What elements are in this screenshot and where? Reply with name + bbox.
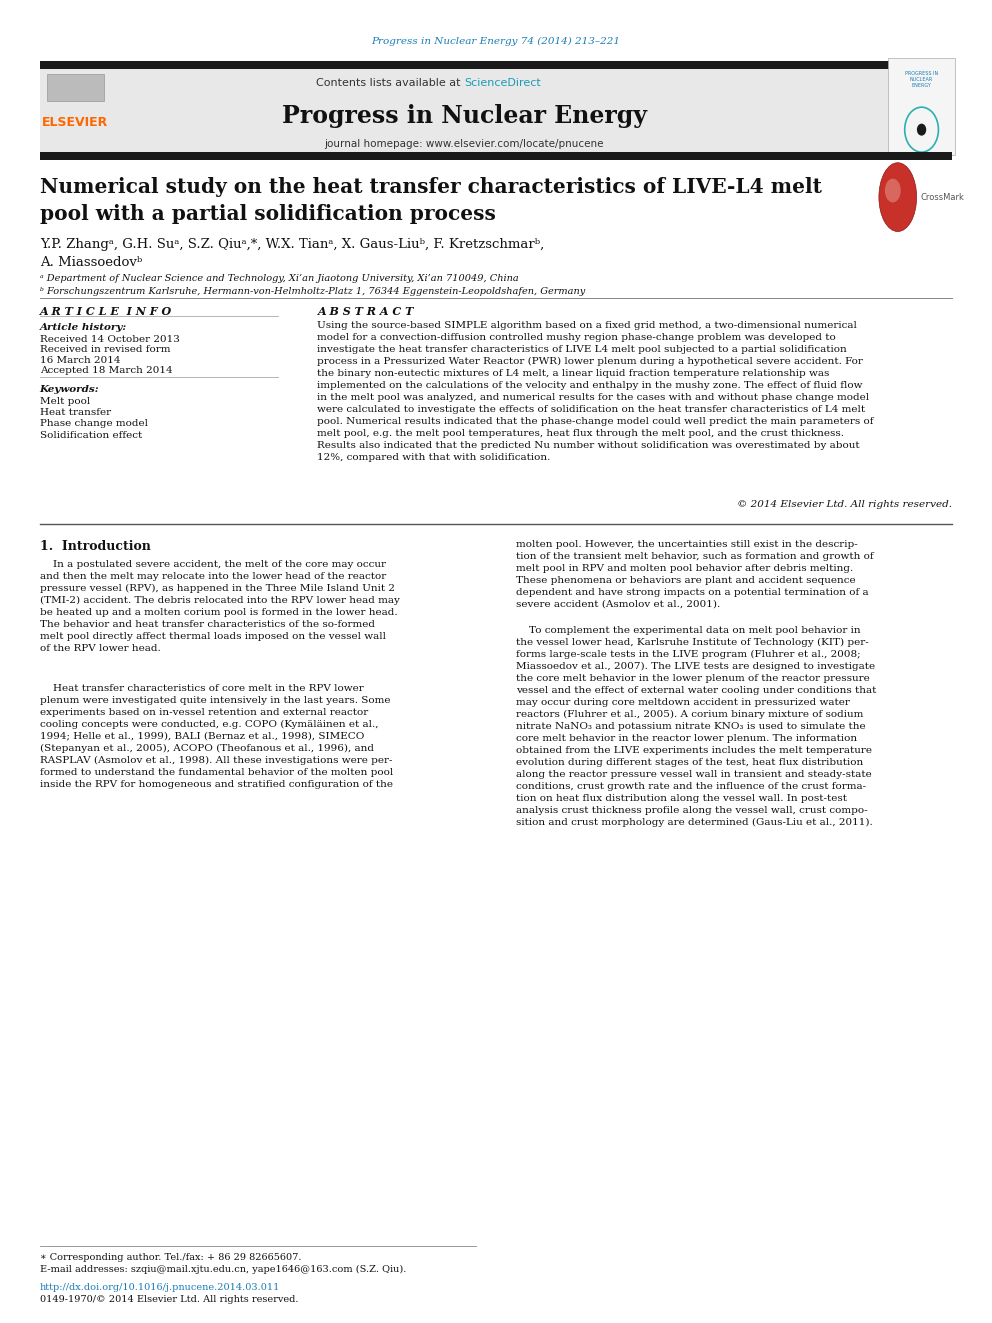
Text: Phase change model: Phase change model xyxy=(40,419,148,429)
Text: Contents lists available at: Contents lists available at xyxy=(316,78,464,89)
Text: 0149-1970/© 2014 Elsevier Ltd. All rights reserved.: 0149-1970/© 2014 Elsevier Ltd. All right… xyxy=(40,1295,299,1304)
Text: journal homepage: www.elsevier.com/locate/pnucene: journal homepage: www.elsevier.com/locat… xyxy=(324,139,604,149)
Text: CrossMark: CrossMark xyxy=(921,193,964,201)
Text: Numerical study on the heat transfer characteristics of LIVE-L4 melt
pool with a: Numerical study on the heat transfer cha… xyxy=(40,177,821,224)
Text: Y.P. Zhangᵃ, G.H. Suᵃ, S.Z. Qiuᵃ,*, W.X. Tianᵃ, X. Gaus-Liuᵇ, F. Kretzschmarᵇ,
A: Y.P. Zhangᵃ, G.H. Suᵃ, S.Z. Qiuᵃ,*, W.X.… xyxy=(40,238,544,269)
Text: Progress in Nuclear Energy 74 (2014) 213–221: Progress in Nuclear Energy 74 (2014) 213… xyxy=(371,37,621,46)
Text: Melt pool: Melt pool xyxy=(40,397,90,406)
Text: Solidification effect: Solidification effect xyxy=(40,430,142,439)
Text: http://dx.doi.org/10.1016/j.pnucene.2014.03.011: http://dx.doi.org/10.1016/j.pnucene.2014… xyxy=(40,1283,280,1293)
Text: 1.  Introduction: 1. Introduction xyxy=(40,540,151,553)
Text: ∗ Corresponding author. Tel./fax: + 86 29 82665607.: ∗ Corresponding author. Tel./fax: + 86 2… xyxy=(40,1253,302,1262)
Text: Received 14 October 2013: Received 14 October 2013 xyxy=(40,335,180,344)
Text: Received in revised form: Received in revised form xyxy=(40,345,171,355)
Text: Keywords:: Keywords: xyxy=(40,385,99,394)
Text: Using the source-based SIMPLE algorithm based on a fixed grid method, a two-dime: Using the source-based SIMPLE algorithm … xyxy=(317,321,874,462)
Text: Progress in Nuclear Energy: Progress in Nuclear Energy xyxy=(282,105,647,128)
Text: A R T I C L E  I N F O: A R T I C L E I N F O xyxy=(40,306,172,316)
Text: To complement the experimental data on melt pool behavior in
the vessel lower he: To complement the experimental data on m… xyxy=(516,626,876,827)
Text: In a postulated severe accident, the melt of the core may occur
and then the mel: In a postulated severe accident, the mel… xyxy=(40,560,400,652)
Text: molten pool. However, the uncertainties still exist in the descrip-
tion of the : molten pool. However, the uncertainties … xyxy=(516,540,874,609)
Bar xyxy=(40,152,952,160)
Bar xyxy=(888,58,955,155)
Text: PROGRESS IN
NUCLEAR
ENERGY: PROGRESS IN NUCLEAR ENERGY xyxy=(905,71,938,89)
Text: E-mail addresses: szqiu@mail.xjtu.edu.cn, yape1646@163.com (S.Z. Qiu).: E-mail addresses: szqiu@mail.xjtu.edu.cn… xyxy=(40,1265,406,1274)
Text: ScienceDirect: ScienceDirect xyxy=(464,78,541,89)
Ellipse shape xyxy=(879,163,917,232)
Text: Heat transfer: Heat transfer xyxy=(40,407,111,417)
Text: A B S T R A C T: A B S T R A C T xyxy=(317,306,414,316)
Text: ELSEVIER: ELSEVIER xyxy=(43,116,108,130)
Bar xyxy=(47,74,104,101)
Ellipse shape xyxy=(885,179,901,202)
Circle shape xyxy=(918,124,926,135)
Text: 16 March 2014: 16 March 2014 xyxy=(40,356,120,365)
Text: ᵃ Department of Nuclear Science and Technology, Xi’an Jiaotong University, Xi’an: ᵃ Department of Nuclear Science and Tech… xyxy=(40,274,519,283)
Bar xyxy=(40,61,952,69)
Bar xyxy=(40,69,888,152)
Text: © 2014 Elsevier Ltd. All rights reserved.: © 2014 Elsevier Ltd. All rights reserved… xyxy=(737,500,952,509)
Text: Accepted 18 March 2014: Accepted 18 March 2014 xyxy=(40,366,173,376)
Text: Article history:: Article history: xyxy=(40,323,127,332)
Text: Heat transfer characteristics of core melt in the RPV lower
plenum were investig: Heat transfer characteristics of core me… xyxy=(40,684,393,789)
Text: ᵇ Forschungszentrum Karlsruhe, Hermann-von-Helmholtz-Platz 1, 76344 Eggenstein-L: ᵇ Forschungszentrum Karlsruhe, Hermann-v… xyxy=(40,287,585,296)
